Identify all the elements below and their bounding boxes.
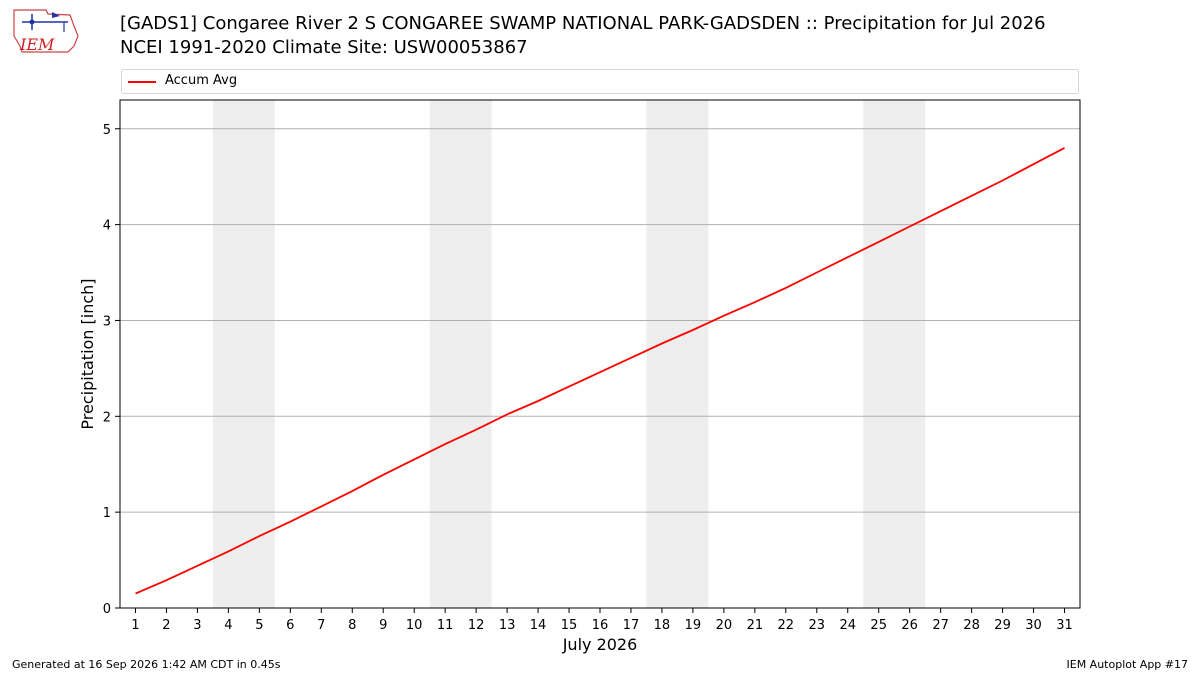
iem-logo: IEM: [13, 9, 79, 54]
x-tick-label: 12: [468, 618, 485, 633]
x-tick-label: 3: [193, 618, 201, 633]
x-tick-label: 5: [255, 618, 263, 633]
x-tick-label: 1: [131, 618, 139, 633]
plot-frame: [119, 99, 1081, 609]
x-tick-label: 2: [162, 618, 170, 633]
x-tick-label: 23: [809, 618, 826, 633]
x-tick-label: 6: [286, 618, 294, 633]
x-tick-label: 9: [379, 618, 387, 633]
logo-text: IEM: [19, 35, 55, 54]
y-tick-label: 0: [103, 602, 111, 617]
app-label: IEM Autoplot App #17: [1066, 658, 1189, 671]
legend-swatch: [128, 81, 156, 83]
x-tick-label: 14: [530, 618, 547, 633]
x-tick-label: 18: [654, 618, 671, 633]
x-tick-label: 10: [406, 618, 423, 633]
weekend-band: [212, 100, 275, 608]
x-tick-label: 24: [839, 618, 856, 633]
x-tick-label: 11: [437, 618, 454, 633]
x-tick-label: 27: [932, 618, 949, 633]
legend-label: Accum Avg: [165, 73, 238, 88]
weekend-band: [429, 100, 492, 608]
x-tick-label: 30: [1025, 618, 1042, 633]
x-tick-label: 8: [348, 618, 356, 633]
x-axis-label: July 2026: [562, 635, 638, 654]
x-tick-label: 29: [994, 618, 1011, 633]
weekend-band: [863, 100, 926, 608]
x-tick-label: 17: [623, 618, 640, 633]
y-tick-label: 4: [103, 219, 111, 234]
x-tick-label: 21: [747, 618, 764, 633]
generated-timestamp: Generated at 16 Sep 2026 1:42 AM CDT in …: [12, 658, 281, 671]
x-tick-label: 28: [963, 618, 980, 633]
x-tick-label: 20: [716, 618, 733, 633]
x-tick-label: 4: [224, 618, 232, 633]
x-tick-label: 13: [499, 618, 516, 633]
x-tick-label: 22: [778, 618, 795, 633]
series-line-accum-avg: [135, 147, 1065, 595]
x-tick-label: 31: [1056, 618, 1073, 633]
x-tick-label: 25: [870, 618, 887, 633]
y-tick-label: 3: [103, 314, 111, 329]
x-tick-label: 15: [561, 618, 578, 633]
x-tick-label: 19: [685, 618, 702, 633]
y-tick-label: 5: [103, 123, 111, 138]
y-axis-label: Precipitation [inch]: [78, 278, 97, 429]
chart-subtitle: NCEI 1991-2020 Climate Site: USW00053867: [120, 37, 528, 58]
x-tick-label: 7: [317, 618, 325, 633]
x-tick-label: 26: [901, 618, 918, 633]
weekend-band: [646, 100, 709, 608]
chart-title: [GADS1] Congaree River 2 S CONGAREE SWAM…: [120, 13, 1046, 34]
y-tick-label: 2: [103, 410, 111, 425]
legend: Accum Avg: [121, 69, 1079, 94]
y-tick-label: 1: [103, 506, 111, 521]
x-tick-label: 16: [592, 618, 609, 633]
